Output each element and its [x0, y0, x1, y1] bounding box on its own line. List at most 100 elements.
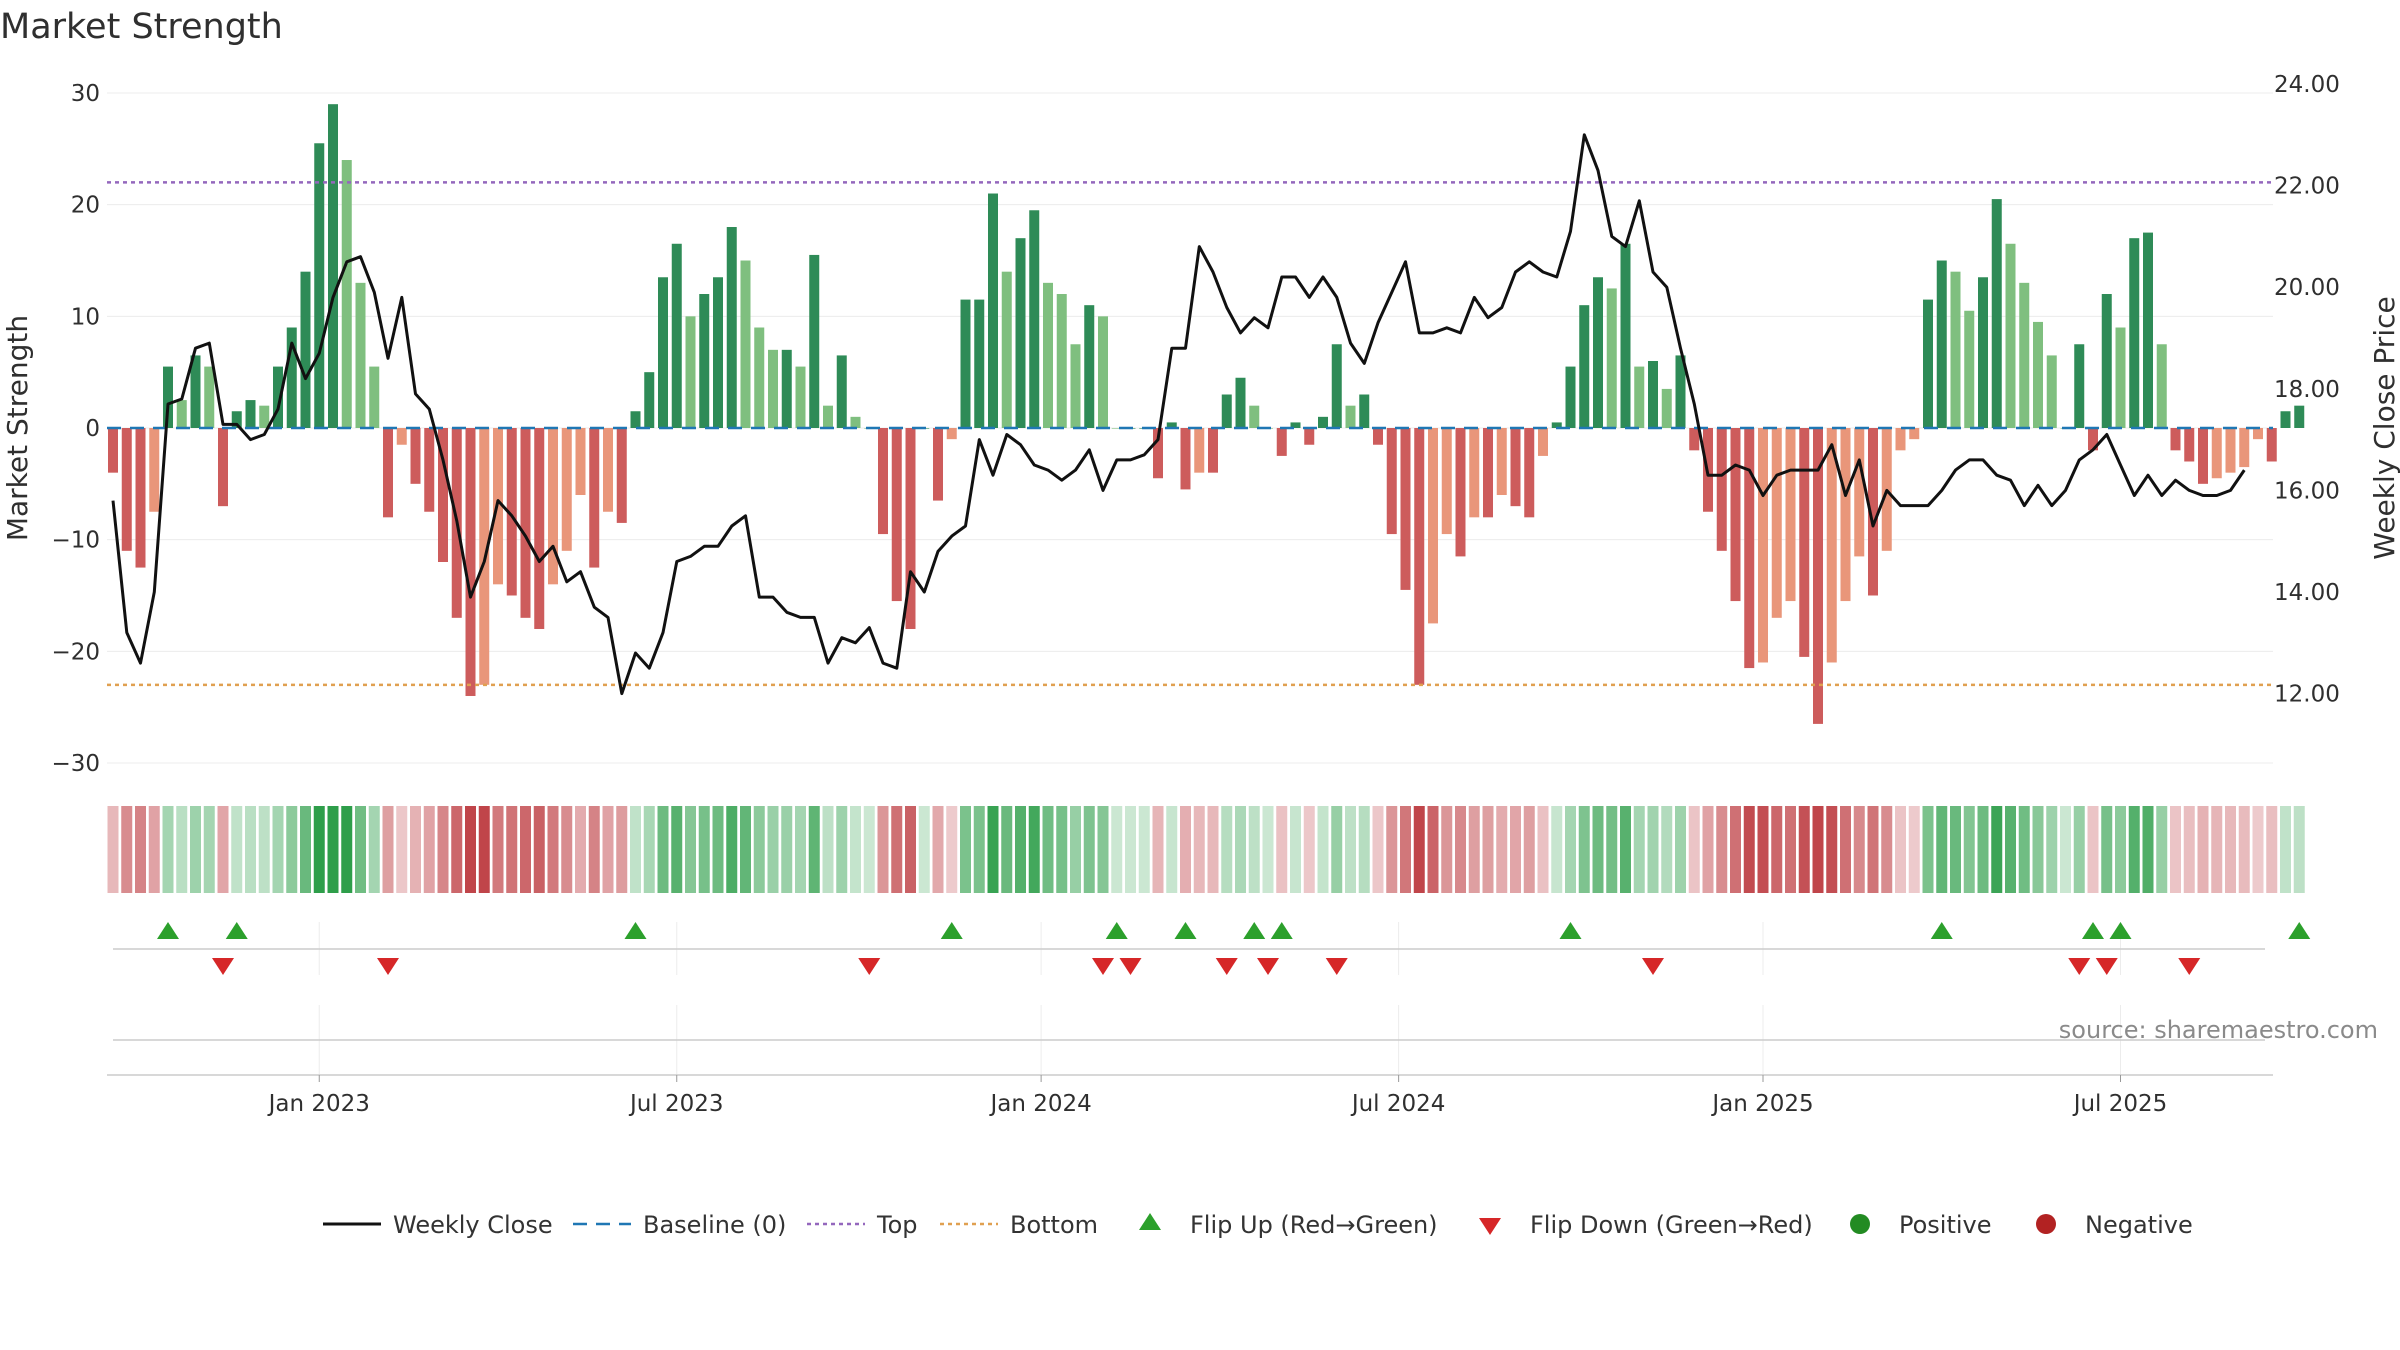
heat-strip-cell	[2060, 806, 2071, 893]
strength-bar	[1098, 316, 1108, 428]
strength-bar	[1331, 344, 1342, 428]
strength-bar	[2211, 428, 2222, 479]
strength-bar	[1318, 416, 1328, 428]
heat-strip-cell	[671, 806, 683, 893]
heat-strip-cell	[863, 806, 875, 893]
strength-bar	[781, 349, 792, 428]
heat-strip-cell	[712, 806, 724, 893]
heat-strip-cell	[1070, 806, 1081, 893]
heat-strip-cell	[1977, 806, 1989, 893]
strength-bar	[726, 227, 737, 428]
heat-strip-cell	[1221, 806, 1233, 893]
strength-bar	[1483, 428, 1493, 518]
heat-strip-cell	[1991, 806, 2003, 893]
flip-down-marker	[1642, 958, 1664, 975]
flip-down-marker	[858, 958, 881, 975]
strength-bar	[1620, 243, 1631, 428]
legend-label-flip-down: Flip Down (Green→Red)	[1530, 1211, 1813, 1239]
strength-bar	[1923, 299, 1933, 428]
strength-bar	[1373, 428, 1383, 445]
strength-bar	[438, 428, 448, 562]
heat-strip-cell	[1248, 806, 1260, 893]
strength-bar	[1249, 405, 1260, 428]
heat-strip-cell	[1757, 806, 1769, 893]
strength-bar	[1524, 428, 1535, 518]
y2-tick-label: 22.00	[2274, 174, 2340, 200]
heat-strip-cell	[726, 806, 738, 893]
strength-bar	[575, 428, 586, 495]
strength-bar	[616, 428, 627, 523]
strength-bar	[190, 355, 201, 428]
heat-strip-cell	[781, 806, 793, 893]
strength-bar	[2184, 428, 2195, 462]
strength-bar	[1084, 305, 1095, 428]
strength-bar	[1909, 428, 1920, 440]
heat-strip-cell	[1785, 806, 1796, 893]
y-tick-label: 30	[71, 81, 100, 107]
heat-strip-cell	[1551, 806, 1563, 893]
flip-up-marker	[1105, 922, 1128, 939]
strength-bar	[1991, 199, 2002, 428]
strength-bar	[218, 428, 228, 507]
heat-strip-cell	[1853, 806, 1865, 893]
heat-strip-cell	[1675, 806, 1686, 893]
strength-bar	[1840, 428, 1851, 602]
strength-bar	[809, 254, 820, 428]
heat-strip-cell	[973, 806, 985, 893]
strength-bar	[754, 327, 765, 428]
strength-bar	[2143, 232, 2153, 428]
heat-strip-cell	[630, 806, 641, 893]
heat-strip-cell	[1290, 806, 1301, 893]
heat-strip-cell	[808, 806, 820, 893]
heat-strip-cell	[850, 806, 861, 893]
strength-bar	[534, 428, 545, 629]
strength-bar	[410, 428, 421, 484]
heat-strip-cell	[1482, 806, 1494, 893]
heat-strip-cell	[2005, 806, 2016, 893]
legend-swatch-positive	[1850, 1214, 1870, 1234]
flip-down-marker	[1325, 958, 1348, 975]
flip-up-marker	[1930, 922, 1953, 939]
heat-strip-cell	[1468, 806, 1480, 893]
strength-bar	[2225, 428, 2236, 473]
strength-bar	[108, 428, 118, 473]
heat-strip-cell	[1262, 806, 1274, 893]
y-tick-label: 10	[71, 304, 100, 330]
heat-strip-cell	[1716, 806, 1728, 893]
strength-bar	[1276, 428, 1287, 456]
heat-strip-cell	[616, 806, 628, 893]
heat-strip-cell	[135, 806, 146, 893]
flip-up-marker	[2109, 922, 2132, 939]
heat-strip-cell	[891, 806, 903, 893]
strength-bar	[891, 428, 902, 602]
heat-strip-cell	[506, 806, 518, 893]
heat-strip-cell	[1001, 806, 1013, 893]
heat-strip-cell	[1963, 806, 1975, 893]
heat-strip-cell	[1578, 806, 1590, 893]
strength-bar	[905, 428, 916, 629]
heat-strip-cell	[533, 806, 545, 893]
strength-bar	[2239, 428, 2250, 468]
heat-strip-cell	[1193, 806, 1205, 893]
strength-bar	[341, 160, 352, 429]
heat-strip-cell	[2225, 806, 2236, 893]
strength-bar	[2198, 428, 2208, 484]
heat-strip-cell	[1661, 806, 1673, 893]
bottom-axis-panel: Jan 2023 Jul 2023 Jan 2024 Jul 2024 Jan 2025…	[107, 1039, 2273, 1117]
strength-bar	[1496, 428, 1507, 495]
heat-strip-cell	[1743, 806, 1755, 893]
legend-label-positive: Positive	[1899, 1211, 1992, 1239]
heat-strip-cell	[2142, 806, 2154, 893]
flip-down-marker	[212, 958, 234, 975]
heat-strip-cell	[1125, 806, 1136, 893]
strength-bar	[204, 366, 215, 428]
legend-label-bottom: Bottom	[1010, 1211, 1098, 1239]
strength-bar	[369, 366, 380, 428]
legend-label-close: Weekly Close	[393, 1211, 553, 1239]
strength-bar	[1538, 428, 1548, 456]
heat-strip-cell	[437, 806, 449, 893]
legend-label-flip-up: Flip Up (Red→Green)	[1190, 1211, 1438, 1239]
flip-up-marker	[1243, 922, 1266, 939]
strength-bar	[988, 193, 998, 428]
heat-strip	[107, 806, 2305, 893]
